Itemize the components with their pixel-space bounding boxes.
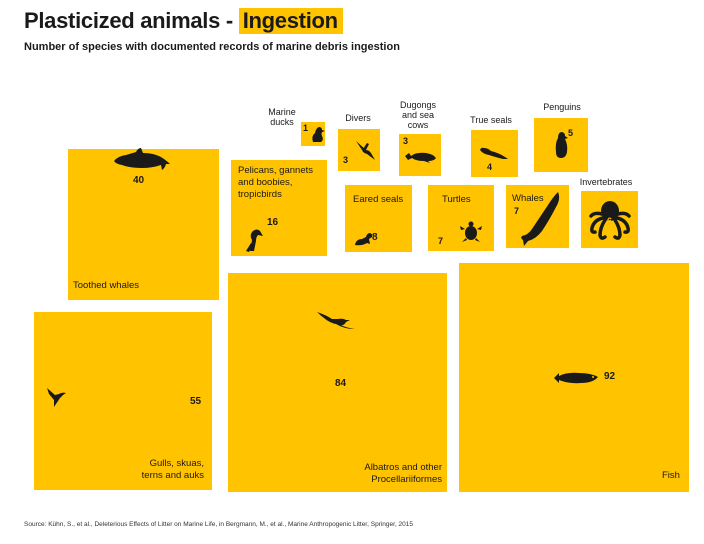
title-prefix: Plasticized animals - <box>24 8 239 33</box>
tile-marine-ducks: 1 <box>301 122 325 146</box>
label-marine-ducks: Marine ducks <box>268 107 296 127</box>
dugong-icon <box>404 150 438 164</box>
label-true-seals: True seals <box>470 115 512 125</box>
title-highlight: Ingestion <box>238 8 343 34</box>
tile-pelicans: Pelicans, gannets and boobies, tropicbir… <box>231 160 327 256</box>
tile-true-seals: 4 <box>471 130 518 177</box>
category-label: Whales <box>512 193 544 204</box>
albatross-icon <box>316 310 356 330</box>
dolphin-icon <box>112 147 172 175</box>
value-label: 16 <box>267 217 279 228</box>
tile-divers: 3 <box>338 129 380 171</box>
value-label: 40 <box>133 175 145 186</box>
label-penguins: Penguins <box>543 102 581 112</box>
value-label: 3 <box>403 136 409 146</box>
gull-icon <box>46 386 68 408</box>
label-dugongs: Dugongs and sea cows <box>392 100 444 130</box>
pelican-icon <box>242 227 264 253</box>
tile-dugongs: 3 <box>399 134 441 176</box>
value-label: 7 <box>438 236 444 246</box>
tile-whales: Whales 7 <box>506 185 569 248</box>
category-label: Gulls, skuas, terns and auks <box>141 458 204 481</box>
turtle-icon <box>460 221 482 243</box>
whale-icon <box>520 191 562 247</box>
penguin-icon <box>554 131 570 159</box>
value-label: 6 <box>607 216 613 226</box>
value-label: 4 <box>487 162 493 172</box>
value-label: 84 <box>335 378 347 389</box>
tile-penguins: 5 <box>534 118 588 172</box>
tile-invertebrates: 6 <box>581 191 638 248</box>
value-label: 7 <box>514 206 520 216</box>
value-label: 92 <box>604 371 616 382</box>
value-label: 3 <box>343 155 349 165</box>
tile-turtles: Turtles 7 <box>428 185 494 251</box>
value-label: 8 <box>372 232 378 243</box>
tile-fish: 92 Fish <box>459 263 689 492</box>
value-label: 55 <box>190 396 202 407</box>
category-label: Turtles <box>442 194 471 205</box>
octopus-icon <box>588 198 632 242</box>
diver-bird-icon <box>354 137 376 161</box>
category-label: Fish <box>662 470 680 481</box>
category-label: Albatros and other Procellariiformes <box>364 462 442 485</box>
category-label: Eared seals <box>353 194 404 205</box>
value-label: 1 <box>303 123 309 133</box>
value-label: 5 <box>568 128 574 138</box>
tile-eared-seals: Eared seals 8 <box>345 185 412 252</box>
category-label: Toothed whales <box>73 280 140 291</box>
eared-seal-icon <box>354 231 374 247</box>
source-note: Source: Kühn, S., et al., Deleterious Ef… <box>24 521 414 528</box>
label-invertebrates: Invertebrates <box>579 177 633 187</box>
dugong-label-text: Dugongs and sea cows <box>399 100 437 130</box>
label-divers: Divers <box>345 113 371 123</box>
true-seal-icon <box>479 146 509 160</box>
duck-icon <box>310 125 326 143</box>
tile-gulls: 55 Gulls, skuas, terns and auks <box>34 312 212 490</box>
chart-subtitle: Number of species with documented record… <box>24 41 400 53</box>
chart-title: Plasticized animals - Ingestion <box>24 8 343 34</box>
fish-icon <box>553 371 599 385</box>
tile-albatros: 84 Albatros and other Procellariiformes <box>228 273 447 492</box>
category-label: Pelicans, gannets and boobies, tropicbir… <box>238 165 313 200</box>
tile-toothed-whales: 40 Toothed whales <box>68 147 219 300</box>
